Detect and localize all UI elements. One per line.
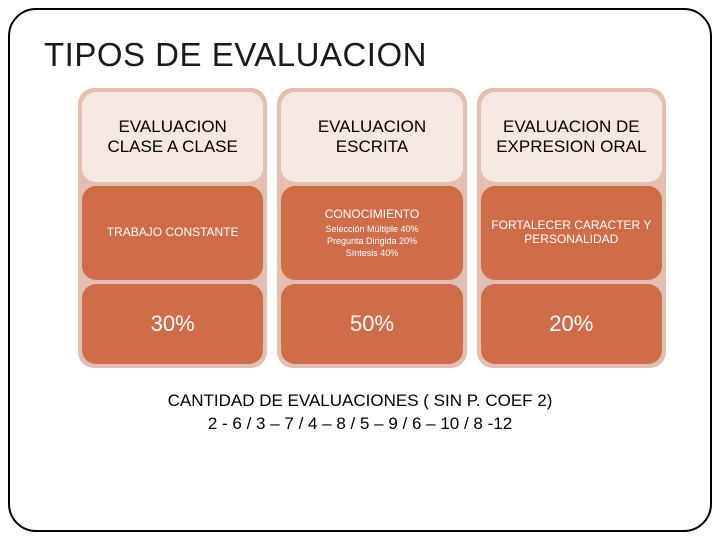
- col1-header: EVALUACION CLASE A CLASE: [82, 92, 263, 182]
- footnote: CANTIDAD DE EVALUACIONES ( SIN P. COEF 2…: [44, 390, 676, 436]
- col2-body: CONOCIMIENTO Selección Múltiple 40% Preg…: [281, 186, 462, 280]
- col1-footer: 30%: [82, 284, 263, 364]
- col2-header: EVALUACION ESCRITA: [281, 92, 462, 182]
- columns-container: EVALUACION CLASE A CLASE TRABAJO CONSTAN…: [78, 88, 666, 368]
- col2-body-sub3: Síntesis 40%: [346, 247, 399, 259]
- footnote-line2: 2 - 6 / 3 – 7 / 4 – 8 / 5 – 9 / 6 – 10 /…: [44, 413, 676, 436]
- col2-body-sub1: Selección Múltiple 40%: [325, 223, 418, 235]
- col3-footer: 20%: [481, 284, 662, 364]
- col1-body-main: TRABAJO CONSTANTE: [107, 225, 239, 239]
- column-1: EVALUACION CLASE A CLASE TRABAJO CONSTAN…: [78, 88, 267, 368]
- col2-footer: 50%: [281, 284, 462, 364]
- col2-body-sub2: Pregunta Dirigida 20%: [327, 235, 417, 247]
- col1-body: TRABAJO CONSTANTE: [82, 186, 263, 280]
- page-title: TIPOS DE EVALUACION: [44, 36, 676, 74]
- column-2: EVALUACION ESCRITA CONOCIMIENTO Selecció…: [277, 88, 466, 368]
- col3-body: FORTALECER CARACTER Y PERSONALIDAD: [481, 186, 662, 280]
- column-3: EVALUACION DE EXPRESION ORAL FORTALECER …: [477, 88, 666, 368]
- col3-body-main: FORTALECER CARACTER Y PERSONALIDAD: [489, 218, 654, 246]
- footnote-line1: CANTIDAD DE EVALUACIONES ( SIN P. COEF 2…: [44, 390, 676, 413]
- col3-header: EVALUACION DE EXPRESION ORAL: [481, 92, 662, 182]
- slide-frame: TIPOS DE EVALUACION EVALUACION CLASE A C…: [8, 8, 712, 532]
- col2-body-main: CONOCIMIENTO: [325, 207, 419, 221]
